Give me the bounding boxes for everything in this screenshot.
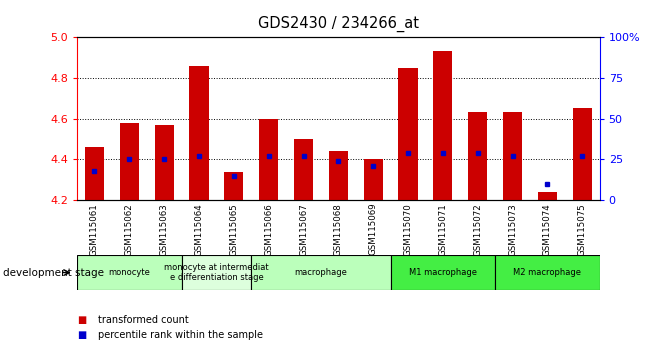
Text: percentile rank within the sample: percentile rank within the sample — [98, 330, 263, 339]
Bar — [433, 51, 452, 200]
FancyBboxPatch shape — [495, 255, 600, 290]
Bar — [155, 125, 174, 200]
Bar — [503, 113, 522, 200]
Text: development stage: development stage — [3, 268, 105, 278]
Bar — [399, 68, 417, 200]
Bar — [329, 151, 348, 200]
Bar — [85, 147, 104, 200]
Bar — [364, 159, 383, 200]
Text: M1 macrophage: M1 macrophage — [409, 268, 477, 277]
Text: monocyte: monocyte — [109, 268, 150, 277]
FancyBboxPatch shape — [182, 255, 251, 290]
Bar — [573, 108, 592, 200]
FancyBboxPatch shape — [391, 255, 495, 290]
FancyBboxPatch shape — [77, 255, 182, 290]
Bar — [190, 65, 208, 200]
Text: GDS2430 / 234266_at: GDS2430 / 234266_at — [258, 16, 419, 32]
FancyBboxPatch shape — [251, 255, 391, 290]
Text: monocyte at intermediat
e differentiation stage: monocyte at intermediat e differentiatio… — [164, 263, 269, 282]
Bar — [538, 192, 557, 200]
Text: ■: ■ — [77, 330, 86, 339]
Text: M2 macrophage: M2 macrophage — [513, 268, 582, 277]
Bar — [224, 171, 243, 200]
Text: transformed count: transformed count — [98, 315, 189, 325]
Text: macrophage: macrophage — [295, 268, 347, 277]
Bar — [294, 139, 313, 200]
Text: ■: ■ — [77, 315, 86, 325]
Bar — [120, 122, 139, 200]
Bar — [259, 119, 278, 200]
Bar — [468, 113, 487, 200]
